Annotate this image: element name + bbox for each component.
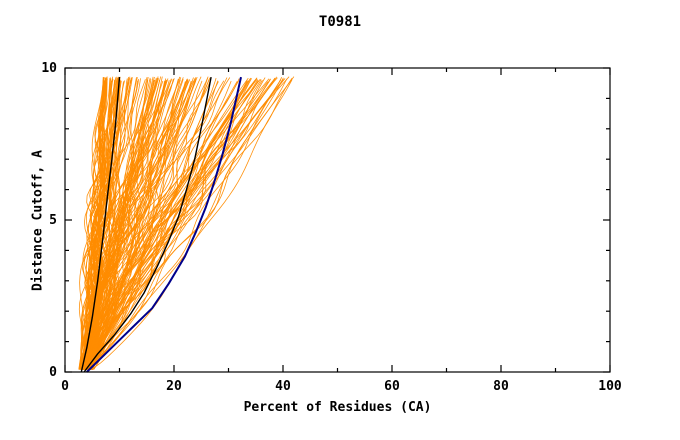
chart-title: T0981 — [318, 14, 362, 30]
curve-reference-left — [80, 77, 121, 373]
y-tick-label: 10 — [41, 61, 57, 76]
x-axis-label: Percent of Residues (CA) — [243, 400, 432, 415]
x-tick-label: 40 — [275, 379, 291, 394]
curve-selected-model — [86, 76, 242, 373]
y-tick-label: 5 — [49, 213, 57, 228]
model-ensemble-curves — [78, 76, 295, 370]
axis-ticks — [64, 67, 611, 373]
x-tick-label: 0 — [61, 379, 69, 394]
x-tick-label: 60 — [384, 379, 400, 394]
curve-reference-mid — [83, 76, 212, 373]
x-tick-label: 80 — [493, 379, 509, 394]
tick-labels: 0 20 40 60 80 100 0 5 10 — [41, 61, 622, 394]
x-tick-label: 100 — [598, 379, 622, 394]
x-tick-label: 20 — [166, 379, 182, 394]
y-tick-label: 0 — [49, 365, 57, 380]
